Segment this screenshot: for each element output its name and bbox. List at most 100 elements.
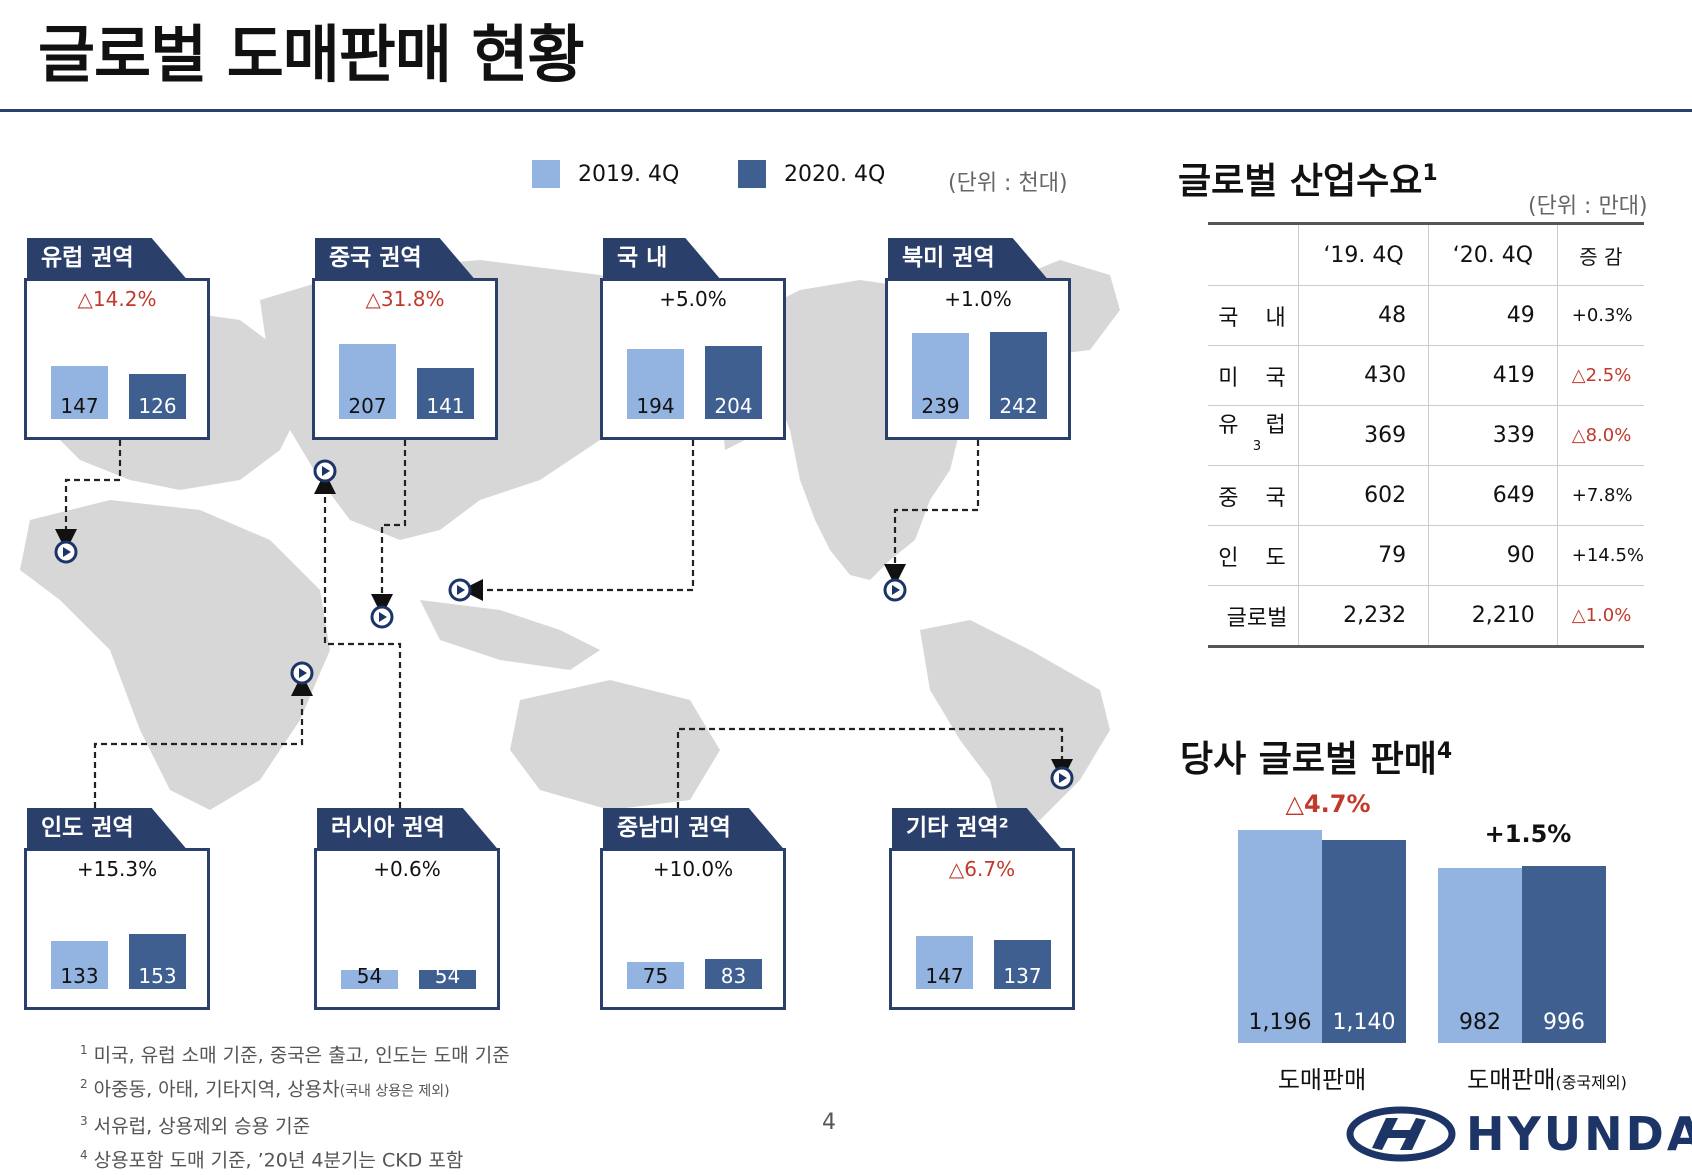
bar-value: 141 [426, 394, 465, 418]
bar-value: 996 [1543, 1010, 1585, 1035]
demand-unit: (단위 : 만대) [1528, 194, 1648, 219]
row-label: 중 국 [1208, 465, 1300, 526]
row-change: +0.3% [1557, 285, 1644, 346]
region-box: △14.2% 147 126 [24, 278, 210, 440]
connector-europe [55, 440, 122, 551]
bar-value: 153 [138, 964, 177, 988]
legend-label-2020: 2020. 4Q [784, 161, 886, 187]
demand-title-sup: 1 [1422, 161, 1438, 186]
table-row: 미 국 430 419 △2.5% [1208, 345, 1644, 406]
row-value-2019: 602 [1298, 465, 1430, 526]
category-label-small: (중국제외) [1555, 1073, 1627, 1092]
table-header-row: ‘19. 4Q ‘20. 4Q 증 감 [1208, 223, 1644, 286]
header-change: 증 감 [1556, 223, 1644, 286]
footnotes: 1 미국, 유럽 소매 기준, 중국은 출고, 인도는 도매 기준 2 아중동, 아… [80, 1036, 510, 1175]
legend-swatch-2020 [738, 160, 766, 188]
bar-2019: 147 [916, 936, 973, 989]
row-value-2020: 339 [1428, 405, 1558, 466]
bar-value: 194 [636, 394, 675, 418]
demand-title-text: 글로벌 산업수요 [1178, 161, 1423, 202]
row-change: △8.0% [1557, 405, 1644, 466]
bar-value: 239 [921, 394, 960, 418]
region-name: 기타 권역² [892, 808, 1061, 848]
bar-value: 54 [356, 964, 383, 988]
footnote-text: 서유럽, 상용제외 승용 기준 [93, 1114, 311, 1137]
global-bar-exchina-2020: 996 [1522, 866, 1606, 1043]
footnote-num: 1 [80, 1043, 88, 1057]
row-value-2020: 49 [1428, 285, 1558, 346]
row-change: +14.5% [1557, 525, 1644, 586]
bar-value: 982 [1459, 1010, 1501, 1035]
row-value-2020: 419 [1428, 345, 1558, 406]
page-title: 글로벌 도매판매 현황 [38, 18, 585, 91]
table-row: 인 도 79 90 +14.5% [1208, 525, 1644, 586]
bar-2019: 54 [341, 964, 398, 989]
bar-2020: 126 [129, 374, 186, 419]
row-change: +7.8% [1557, 465, 1644, 526]
row-value-2019: 79 [1298, 525, 1430, 586]
bar-value: 83 [720, 964, 747, 988]
category-label: 도매판매 [1277, 1066, 1367, 1094]
bar-2020: 137 [994, 940, 1051, 989]
header-2020: ‘20. 4Q [1428, 223, 1558, 286]
demand-table: ‘19. 4Q ‘20. 4Q 증 감 국 내 48 49 +0.3% 미 국 … [1208, 222, 1644, 648]
region-box: △31.8% 207 141 [312, 278, 498, 440]
map-australia [510, 680, 720, 810]
bar-2020: 242 [990, 332, 1047, 419]
global-bar-wholesale-2019: 1,196 [1238, 830, 1322, 1043]
category-label: 도매판매 [1467, 1066, 1556, 1094]
row-label-text: 중 국 [1218, 485, 1296, 511]
footnote-text: 미국, 유럽 소매 기준, 중국은 출고, 인도는 도매 기준 [93, 1044, 510, 1067]
table-row: 유 럽3 369 339 △8.0% [1208, 405, 1644, 466]
row-value-2020: 649 [1428, 465, 1558, 526]
bar-value: 1,196 [1248, 1010, 1312, 1035]
region-change: +1.0% [944, 287, 1012, 311]
hyundai-emblem-icon [1346, 1106, 1456, 1162]
table-row: 중 국 602 649 +7.8% [1208, 465, 1644, 526]
bar-value: 242 [999, 394, 1038, 418]
connector-domestic [461, 440, 695, 601]
bar-2019: 147 [51, 366, 108, 419]
footnote-small: (국내 상용은 제외) [339, 1083, 450, 1100]
row-label: 글로벌 [1208, 585, 1300, 647]
global-sales-title-text: 당사 글로벌 판매 [1180, 739, 1437, 780]
row-value-2019: 48 [1298, 285, 1430, 346]
footnote-num: 4 [80, 1147, 88, 1162]
connector-china [371, 440, 407, 616]
region-box: +0.6% 54 54 [314, 848, 500, 1010]
map-unit: (단위 : 천대) [948, 171, 1068, 196]
bar-2020: 83 [705, 959, 762, 989]
bar-value: 204 [714, 394, 753, 418]
region-domestic: 국 내 +5.0% 194 204 [600, 238, 786, 440]
region-box: +10.0% 75 83 [600, 848, 786, 1010]
bar-2020: 141 [417, 368, 474, 419]
region-name: 러시아 권역 [317, 808, 497, 848]
bar-value: 1,140 [1332, 1010, 1396, 1035]
header-blank [1208, 223, 1300, 286]
map-africa [20, 500, 330, 810]
footnote-2: 2 아중동, 아태, 기타지역, 상용차(국내 상용은 제외) [80, 1070, 510, 1106]
global-sales-title: 당사 글로벌 판매4 [1180, 730, 1452, 782]
row-change: △1.0% [1557, 585, 1644, 647]
bar-2019: 207 [339, 344, 396, 419]
region-name: 북미 권역 [888, 238, 1047, 278]
global-bar-exchina-2019: 982 [1438, 868, 1522, 1043]
connector-russia [314, 472, 402, 808]
brand-wordmark: HYUNDAI [1466, 1107, 1692, 1161]
bar-value: 137 [1003, 964, 1042, 988]
region-change: △31.8% [365, 287, 445, 311]
region-markers [54, 459, 1074, 790]
row-label: 국 내 [1208, 285, 1300, 346]
row-value-2019: 430 [1298, 345, 1430, 406]
region-europe: 유럽 권역 △14.2% 147 126 [24, 238, 210, 440]
page-number: 4 [822, 1110, 836, 1135]
row-change: △2.5% [1557, 345, 1644, 406]
footnote-4: 4 상용포함 도매 기준, ’20년 4분기는 CKD 포함 [80, 1141, 510, 1175]
title-divider [0, 109, 1692, 112]
region-others: 기타 권역² △6.7% 147 137 [889, 808, 1075, 1010]
legend-label-2019: 2019. 4Q [578, 161, 680, 187]
connector-north-america [884, 440, 980, 586]
global-category-wholesale: 도매판매 [1222, 1060, 1422, 1095]
bar-2019: 194 [627, 349, 684, 419]
table-row: 국 내 48 49 +0.3% [1208, 285, 1644, 346]
